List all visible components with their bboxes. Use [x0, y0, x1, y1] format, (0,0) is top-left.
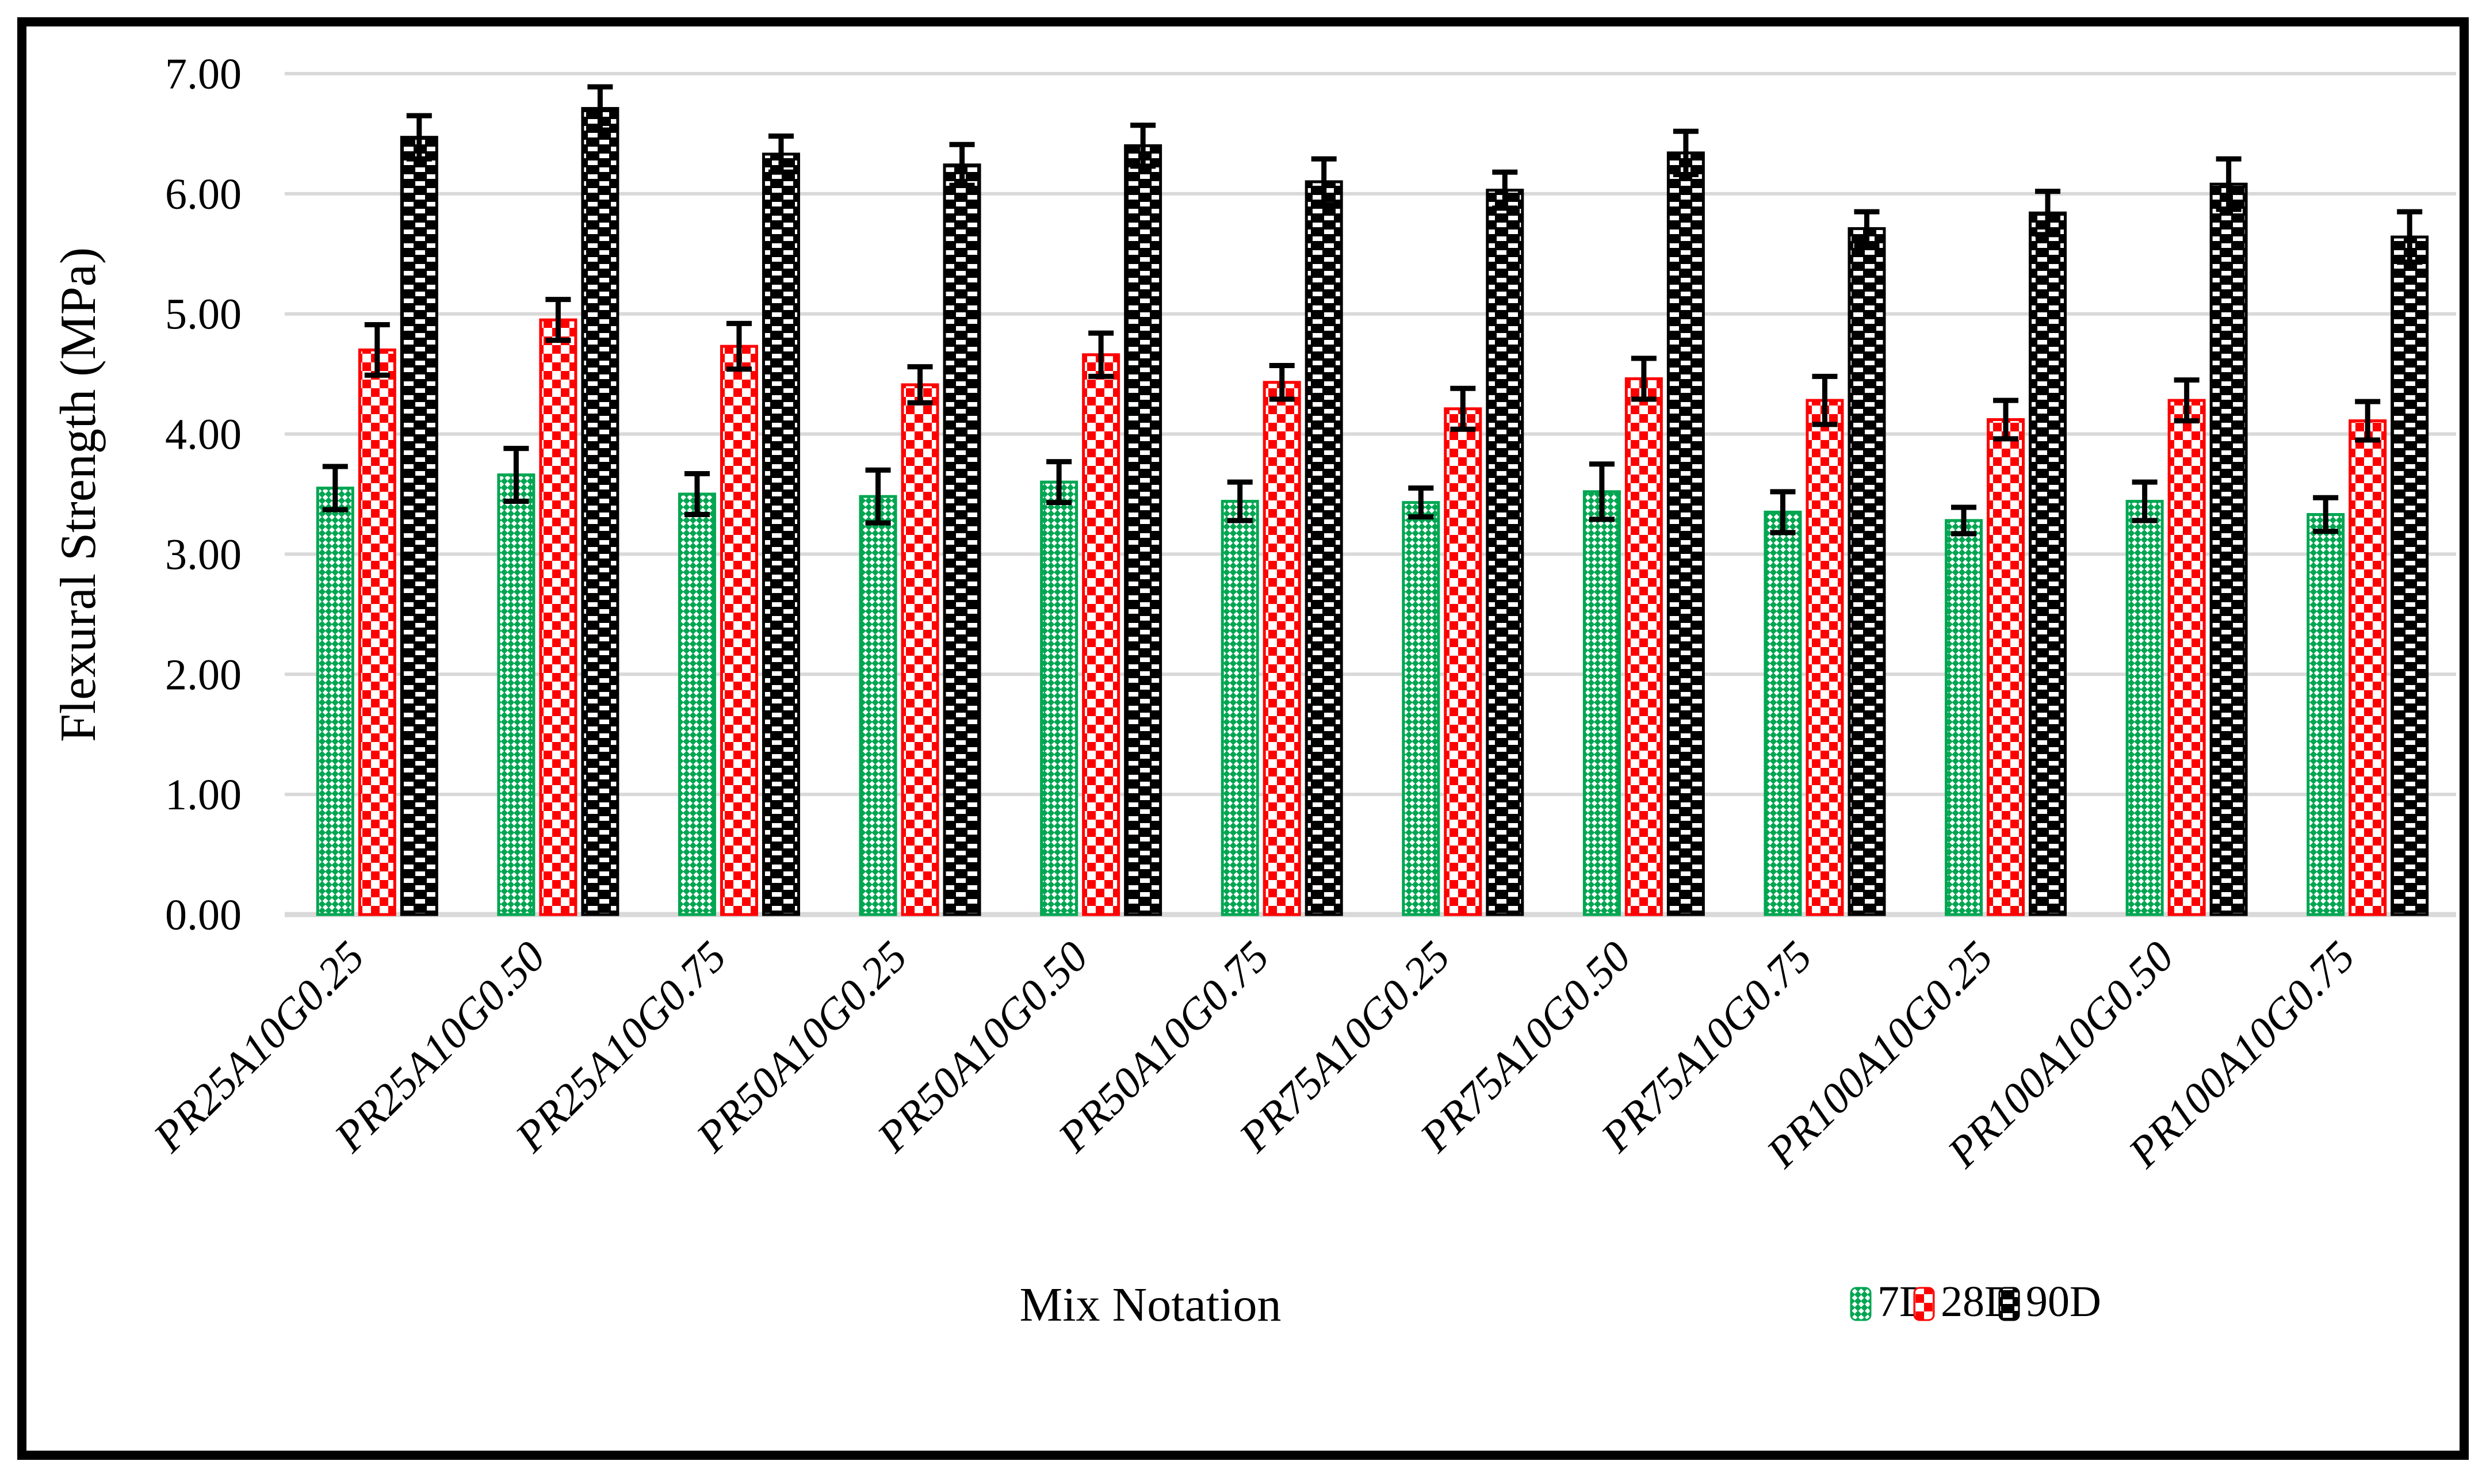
error-bar-28D-PR100A10G0.50 [2174, 377, 2200, 424]
error-bar-90D-PR50A10G0.75 [1311, 156, 1337, 208]
bar-90D-PR75A10G0.25 [1486, 189, 1524, 916]
bar-28D-PR75A10G0.75 [1806, 399, 1844, 916]
bar-7D-PR75A10G0.25 [1402, 501, 1440, 916]
bar-90D-PR50A10G0.25 [943, 163, 981, 916]
bar-28D-PR25A10G0.50 [539, 318, 577, 916]
error-bar-7D-PR50A10G0.50 [1046, 459, 1072, 506]
error-bar-90D-PR100A10G0.75 [2397, 209, 2423, 265]
error-bar-7D-PR25A10G0.50 [503, 446, 529, 504]
error-bar-28D-PR75A10G0.75 [1812, 373, 1838, 427]
error-bar-28D-PR25A10G0.50 [545, 297, 571, 343]
legend-swatch-28D [1913, 1287, 1935, 1321]
bar-90D-PR50A10G0.50 [1124, 144, 1162, 916]
bar-7D-PR25A10G0.25 [316, 487, 354, 916]
error-bar-90D-PR25A10G0.75 [768, 133, 794, 175]
legend-label-90D: 90D [2026, 1278, 2101, 1326]
bar-7D-PR100A10G0.50 [2125, 500, 2164, 916]
bar-28D-PR75A10G0.25 [1444, 407, 1482, 916]
y-tick-label: 3.00 [165, 530, 242, 579]
error-bar-7D-PR75A10G0.75 [1770, 489, 1796, 536]
y-tick-label: 0.00 [165, 891, 242, 939]
error-bar-28D-PR50A10G0.25 [907, 364, 933, 406]
y-tick-label: 7.00 [165, 50, 242, 98]
bar-28D-PR100A10G0.50 [2167, 399, 2206, 916]
bar-90D-PR25A10G0.50 [581, 107, 619, 916]
error-bar-90D-PR75A10G0.25 [1492, 169, 1518, 211]
bar-7D-PR25A10G0.75 [678, 492, 716, 916]
error-bar-7D-PR50A10G0.75 [1227, 479, 1253, 523]
bar-90D-PR100A10G0.75 [2391, 235, 2429, 916]
error-bar-28D-PR25A10G0.25 [364, 322, 390, 378]
error-bar-28D-PR50A10G0.75 [1269, 363, 1295, 402]
bar-90D-PR25A10G0.75 [762, 152, 800, 916]
bar-7D-PR50A10G0.75 [1221, 500, 1259, 916]
bar-90D-PR100A10G0.50 [2209, 182, 2248, 916]
bar-28D-PR75A10G0.50 [1624, 377, 1663, 916]
error-bar-90D-PR100A10G0.25 [2035, 189, 2061, 238]
bar-7D-PR75A10G0.50 [1582, 490, 1621, 916]
y-axis-title: Flexural Strength (MPa) [51, 247, 106, 742]
error-bar-28D-PR50A10G0.50 [1088, 330, 1114, 379]
error-bar-90D-PR75A10G0.75 [1854, 209, 1880, 248]
bar-90D-PR25A10G0.25 [400, 136, 438, 916]
bar-90D-PR50A10G0.75 [1305, 180, 1343, 916]
bar-28D-PR50A10G0.75 [1263, 381, 1301, 916]
y-tick-label: 4.00 [165, 411, 242, 459]
bar-28D-PR25A10G0.25 [358, 348, 396, 916]
error-bar-28D-PR100A10G0.25 [1993, 397, 2019, 442]
figure-frame [17, 17, 2469, 1460]
error-bar-90D-PR25A10G0.50 [587, 84, 613, 133]
error-bar-90D-PR100A10G0.50 [2216, 156, 2242, 212]
error-bar-7D-PR100A10G0.25 [1951, 504, 1977, 537]
error-bar-28D-PR75A10G0.50 [1631, 355, 1657, 402]
error-bar-7D-PR100A10G0.75 [2313, 495, 2339, 534]
y-tick-label: 2.00 [165, 651, 242, 699]
bar-28D-PR25A10G0.75 [720, 345, 758, 916]
gridlines [285, 72, 2456, 917]
error-bar-7D-PR75A10G0.25 [1408, 485, 1434, 520]
bar-28D-PR100A10G0.75 [2349, 419, 2387, 916]
bar-90D-PR75A10G0.75 [1848, 227, 1886, 916]
error-bar-90D-PR25A10G0.25 [406, 113, 432, 162]
bar-28D-PR50A10G0.25 [901, 383, 939, 916]
error-bar-7D-PR100A10G0.50 [2132, 479, 2158, 523]
bar-7D-PR25A10G0.50 [497, 473, 536, 916]
error-bar-28D-PR25A10G0.75 [726, 320, 752, 372]
error-bar-7D-PR25A10G0.75 [684, 471, 710, 518]
bar-28D-PR100A10G0.25 [1987, 418, 2025, 916]
error-bar-90D-PR50A10G0.50 [1130, 123, 1156, 169]
legend: 7D 28D 90D [1850, 1278, 2101, 1326]
error-bar-28D-PR100A10G0.75 [2355, 399, 2381, 443]
error-bar-7D-PR75A10G0.50 [1589, 461, 1615, 522]
error-bar-90D-PR50A10G0.25 [949, 141, 975, 188]
bar-90D-PR100A10G0.25 [2029, 211, 2067, 916]
bar-7D-PR100A10G0.75 [2307, 513, 2345, 916]
legend-swatch-90D [1998, 1287, 2020, 1321]
bar-7D-PR75A10G0.75 [1764, 510, 1802, 916]
bar-28D-PR50A10G0.50 [1082, 353, 1120, 916]
error-bar-7D-PR25A10G0.25 [322, 464, 348, 512]
y-tick-label: 6.00 [165, 170, 242, 219]
bars [316, 84, 2429, 916]
error-bar-28D-PR75A10G0.25 [1450, 385, 1476, 432]
bar-90D-PR75A10G0.50 [1666, 151, 1705, 916]
error-bar-90D-PR75A10G0.50 [1673, 128, 1699, 177]
bar-7D-PR50A10G0.25 [859, 495, 897, 916]
legend-swatch-7D [1850, 1287, 1872, 1321]
y-tick-label: 1.00 [165, 771, 242, 819]
y-axis-tick-labels: 0.00 1.00 2.00 3.00 4.00 5.00 6.00 7.00 [165, 50, 242, 939]
x-axis-title: Mix Notation [1020, 1278, 1282, 1332]
bar-7D-PR50A10G0.50 [1040, 480, 1078, 916]
error-bar-7D-PR50A10G0.25 [865, 467, 891, 526]
y-tick-label: 5.00 [165, 290, 242, 339]
bar-7D-PR100A10G0.25 [1945, 519, 1983, 916]
